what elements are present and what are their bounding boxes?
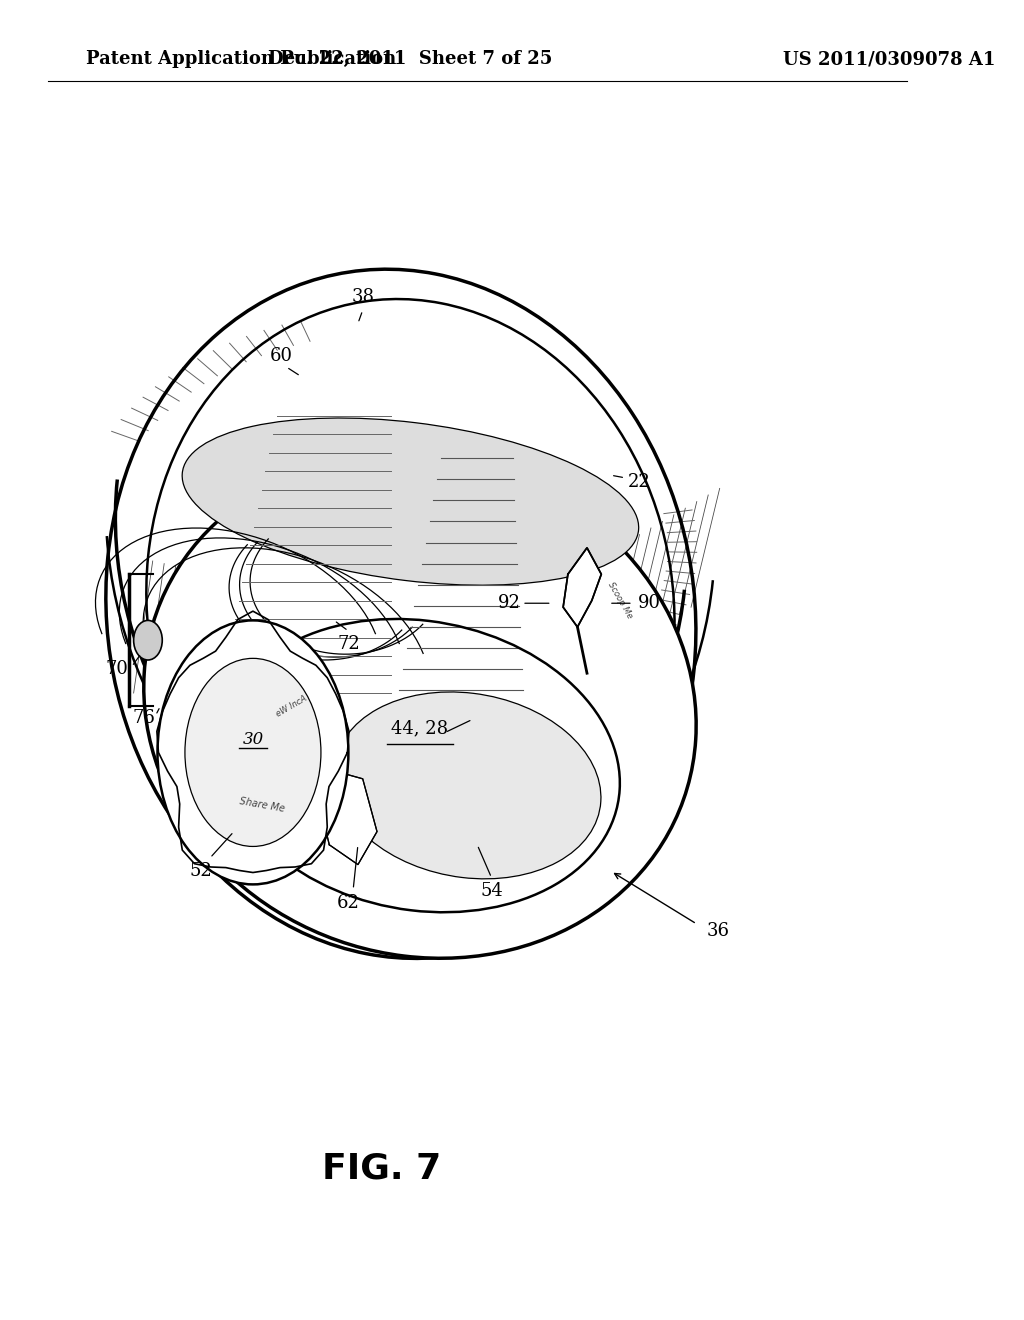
Text: 92: 92: [499, 594, 521, 612]
Text: 38: 38: [351, 288, 374, 306]
Text: eW IncA: eW IncA: [274, 694, 308, 718]
Text: Dec. 22, 2011  Sheet 7 of 25: Dec. 22, 2011 Sheet 7 of 25: [268, 50, 553, 69]
Text: 44, 28: 44, 28: [391, 719, 449, 738]
Circle shape: [185, 659, 321, 846]
Text: 60: 60: [270, 347, 293, 366]
Text: 62: 62: [337, 894, 359, 912]
Text: Patent Application Publication: Patent Application Publication: [86, 50, 396, 69]
Text: FIG. 7: FIG. 7: [323, 1151, 441, 1185]
Text: Scoop Me: Scoop Me: [606, 581, 634, 620]
Text: Share Me: Share Me: [239, 796, 286, 814]
Text: 90: 90: [638, 594, 660, 612]
Text: 54: 54: [480, 882, 503, 900]
Text: 76: 76: [133, 709, 156, 727]
Ellipse shape: [182, 418, 639, 585]
Text: 22: 22: [628, 473, 651, 491]
Text: 52: 52: [189, 862, 212, 880]
Polygon shape: [319, 772, 377, 865]
Text: 70: 70: [105, 660, 129, 678]
Text: 36: 36: [707, 921, 729, 940]
Polygon shape: [563, 548, 601, 627]
Circle shape: [158, 620, 348, 884]
Circle shape: [133, 620, 162, 660]
Text: 72: 72: [337, 635, 359, 653]
Ellipse shape: [143, 454, 696, 958]
Text: 30: 30: [243, 731, 263, 747]
Text: US 2011/0309078 A1: US 2011/0309078 A1: [782, 50, 995, 69]
Ellipse shape: [335, 692, 601, 879]
